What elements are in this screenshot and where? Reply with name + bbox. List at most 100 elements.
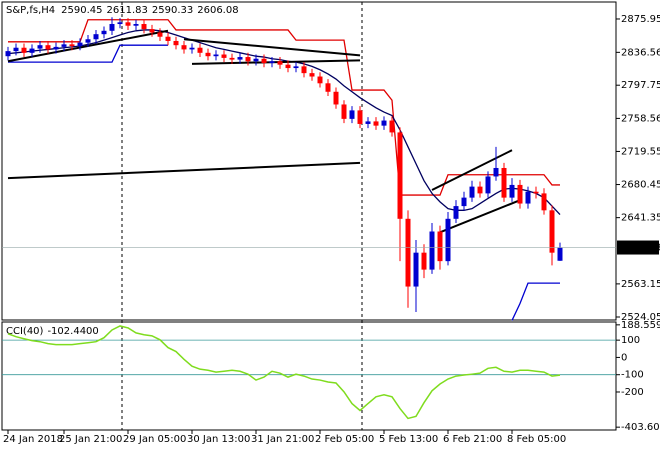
candle-body: [533, 191, 539, 194]
candle-body: [29, 48, 35, 53]
x-tick-label: 2 Feb 05:00: [315, 434, 374, 445]
candle-body: [221, 54, 227, 58]
indicator-line: [7, 325, 561, 420]
x-tick-label: 30 Jan 13:00: [187, 434, 250, 445]
candle-body: [213, 54, 219, 57]
candle-body: [229, 57, 235, 60]
candle-body: [237, 57, 243, 60]
high-value: 2611.83: [107, 5, 148, 16]
x-tick-label: 6 Feb 21:00: [443, 434, 502, 445]
candle-body: [53, 46, 59, 50]
candle-body: [437, 231, 443, 262]
y-tick-label: 2719.55: [621, 146, 660, 157]
candle-body: [21, 47, 27, 53]
candle-body: [173, 40, 179, 46]
y-tick-label: 2563.15: [621, 279, 660, 290]
candle-body: [325, 83, 331, 92]
x-tick-label: 8 Feb 05:00: [507, 434, 566, 445]
trendline: [431, 149, 513, 191]
y-tick-label: 100: [621, 335, 640, 346]
overlay-line: [8, 19, 560, 196]
x-tick-label: 29 Jan 05:00: [123, 434, 186, 445]
trendline: [7, 161, 361, 180]
indicator-value: -102.4400: [47, 326, 98, 337]
y-tick-label: 2524.05: [621, 312, 660, 323]
close-value: 2606.08: [197, 5, 238, 16]
candle-body: [165, 36, 171, 41]
candle-body: [341, 104, 347, 119]
candle-body: [469, 186, 475, 198]
price-panel: [1, 1, 617, 321]
candle-body: [61, 44, 67, 47]
candle-body: [269, 61, 275, 63]
candle-body: [517, 184, 523, 204]
candle-body: [549, 210, 555, 253]
candle-body: [141, 24, 147, 30]
candle-body: [317, 76, 323, 84]
candle-body: [189, 47, 195, 50]
y-tick-label: 2758.56: [621, 113, 660, 124]
candle-body: [77, 42, 83, 47]
candle-body: [45, 45, 51, 50]
open-value: 2590.45: [61, 5, 102, 16]
y-tick-label: 2641.35: [621, 213, 660, 224]
candle-body: [285, 64, 291, 69]
y-tick-label: 2875.95: [621, 14, 660, 25]
candle-body: [101, 30, 107, 35]
candle-body: [421, 252, 427, 270]
candle-body: [85, 39, 91, 43]
candle-body: [69, 44, 75, 47]
chart-title: S&P,fs,H4 2590.45 2611.83 2590.33 2606.08: [6, 5, 239, 16]
y-tick-label: 188.5593: [621, 320, 660, 331]
candle-body: [5, 51, 11, 57]
candle-body: [301, 66, 307, 74]
x-tick-label: 5 Feb 13:00: [379, 434, 438, 445]
candle-body: [365, 121, 371, 124]
y-tick-label: 2797.75: [621, 80, 660, 91]
candle-body: [109, 24, 115, 31]
overlay-line: [8, 44, 560, 321]
price-box: [617, 240, 659, 255]
candle-body: [133, 24, 139, 26]
candle-body: [477, 186, 483, 194]
candle-body: [509, 184, 515, 198]
indicator-name: CCI(40): [6, 326, 44, 337]
candle-body: [357, 110, 363, 124]
price-label: 2606.08: [620, 243, 660, 254]
candle-body: [381, 120, 387, 126]
x-tick-label: 31 Jan 21:00: [251, 434, 314, 445]
candle-body: [157, 32, 163, 37]
indicator-title: CCI(40) -102.4400: [6, 326, 99, 337]
candle-body: [413, 252, 419, 287]
candle-body: [501, 167, 507, 198]
y-tick-label: -403.6083: [621, 422, 660, 433]
candle-body: [333, 91, 339, 105]
candle-body: [149, 29, 155, 33]
y-tick-label: -200: [621, 387, 644, 398]
candle-body: [525, 191, 531, 204]
candle-body: [557, 247, 563, 261]
candle-body: [453, 206, 459, 219]
candle-body: [309, 73, 315, 77]
y-tick-label: -100: [621, 370, 644, 381]
candle-body: [277, 61, 283, 65]
x-tick-label: 25 Jan 21:00: [59, 434, 122, 445]
candle-body: [197, 47, 203, 53]
y-tick-label: 2680.45: [621, 180, 660, 191]
x-tick-label: 24 Jan 2018: [3, 434, 63, 445]
candle-body: [429, 231, 435, 270]
candle-body: [461, 197, 467, 207]
candle-body: [117, 22, 123, 25]
trendline: [191, 59, 361, 65]
candle-body: [13, 47, 19, 52]
candle-body: [493, 167, 499, 177]
candle-body: [245, 57, 251, 62]
candle-body: [261, 58, 267, 63]
candle-body: [397, 132, 403, 219]
y-tick-label: 2836.56: [621, 47, 660, 58]
candle-body: [205, 52, 211, 57]
candle-body: [37, 45, 43, 49]
candle-body: [181, 45, 187, 50]
symbol: S&P,fs,H4: [6, 5, 55, 16]
